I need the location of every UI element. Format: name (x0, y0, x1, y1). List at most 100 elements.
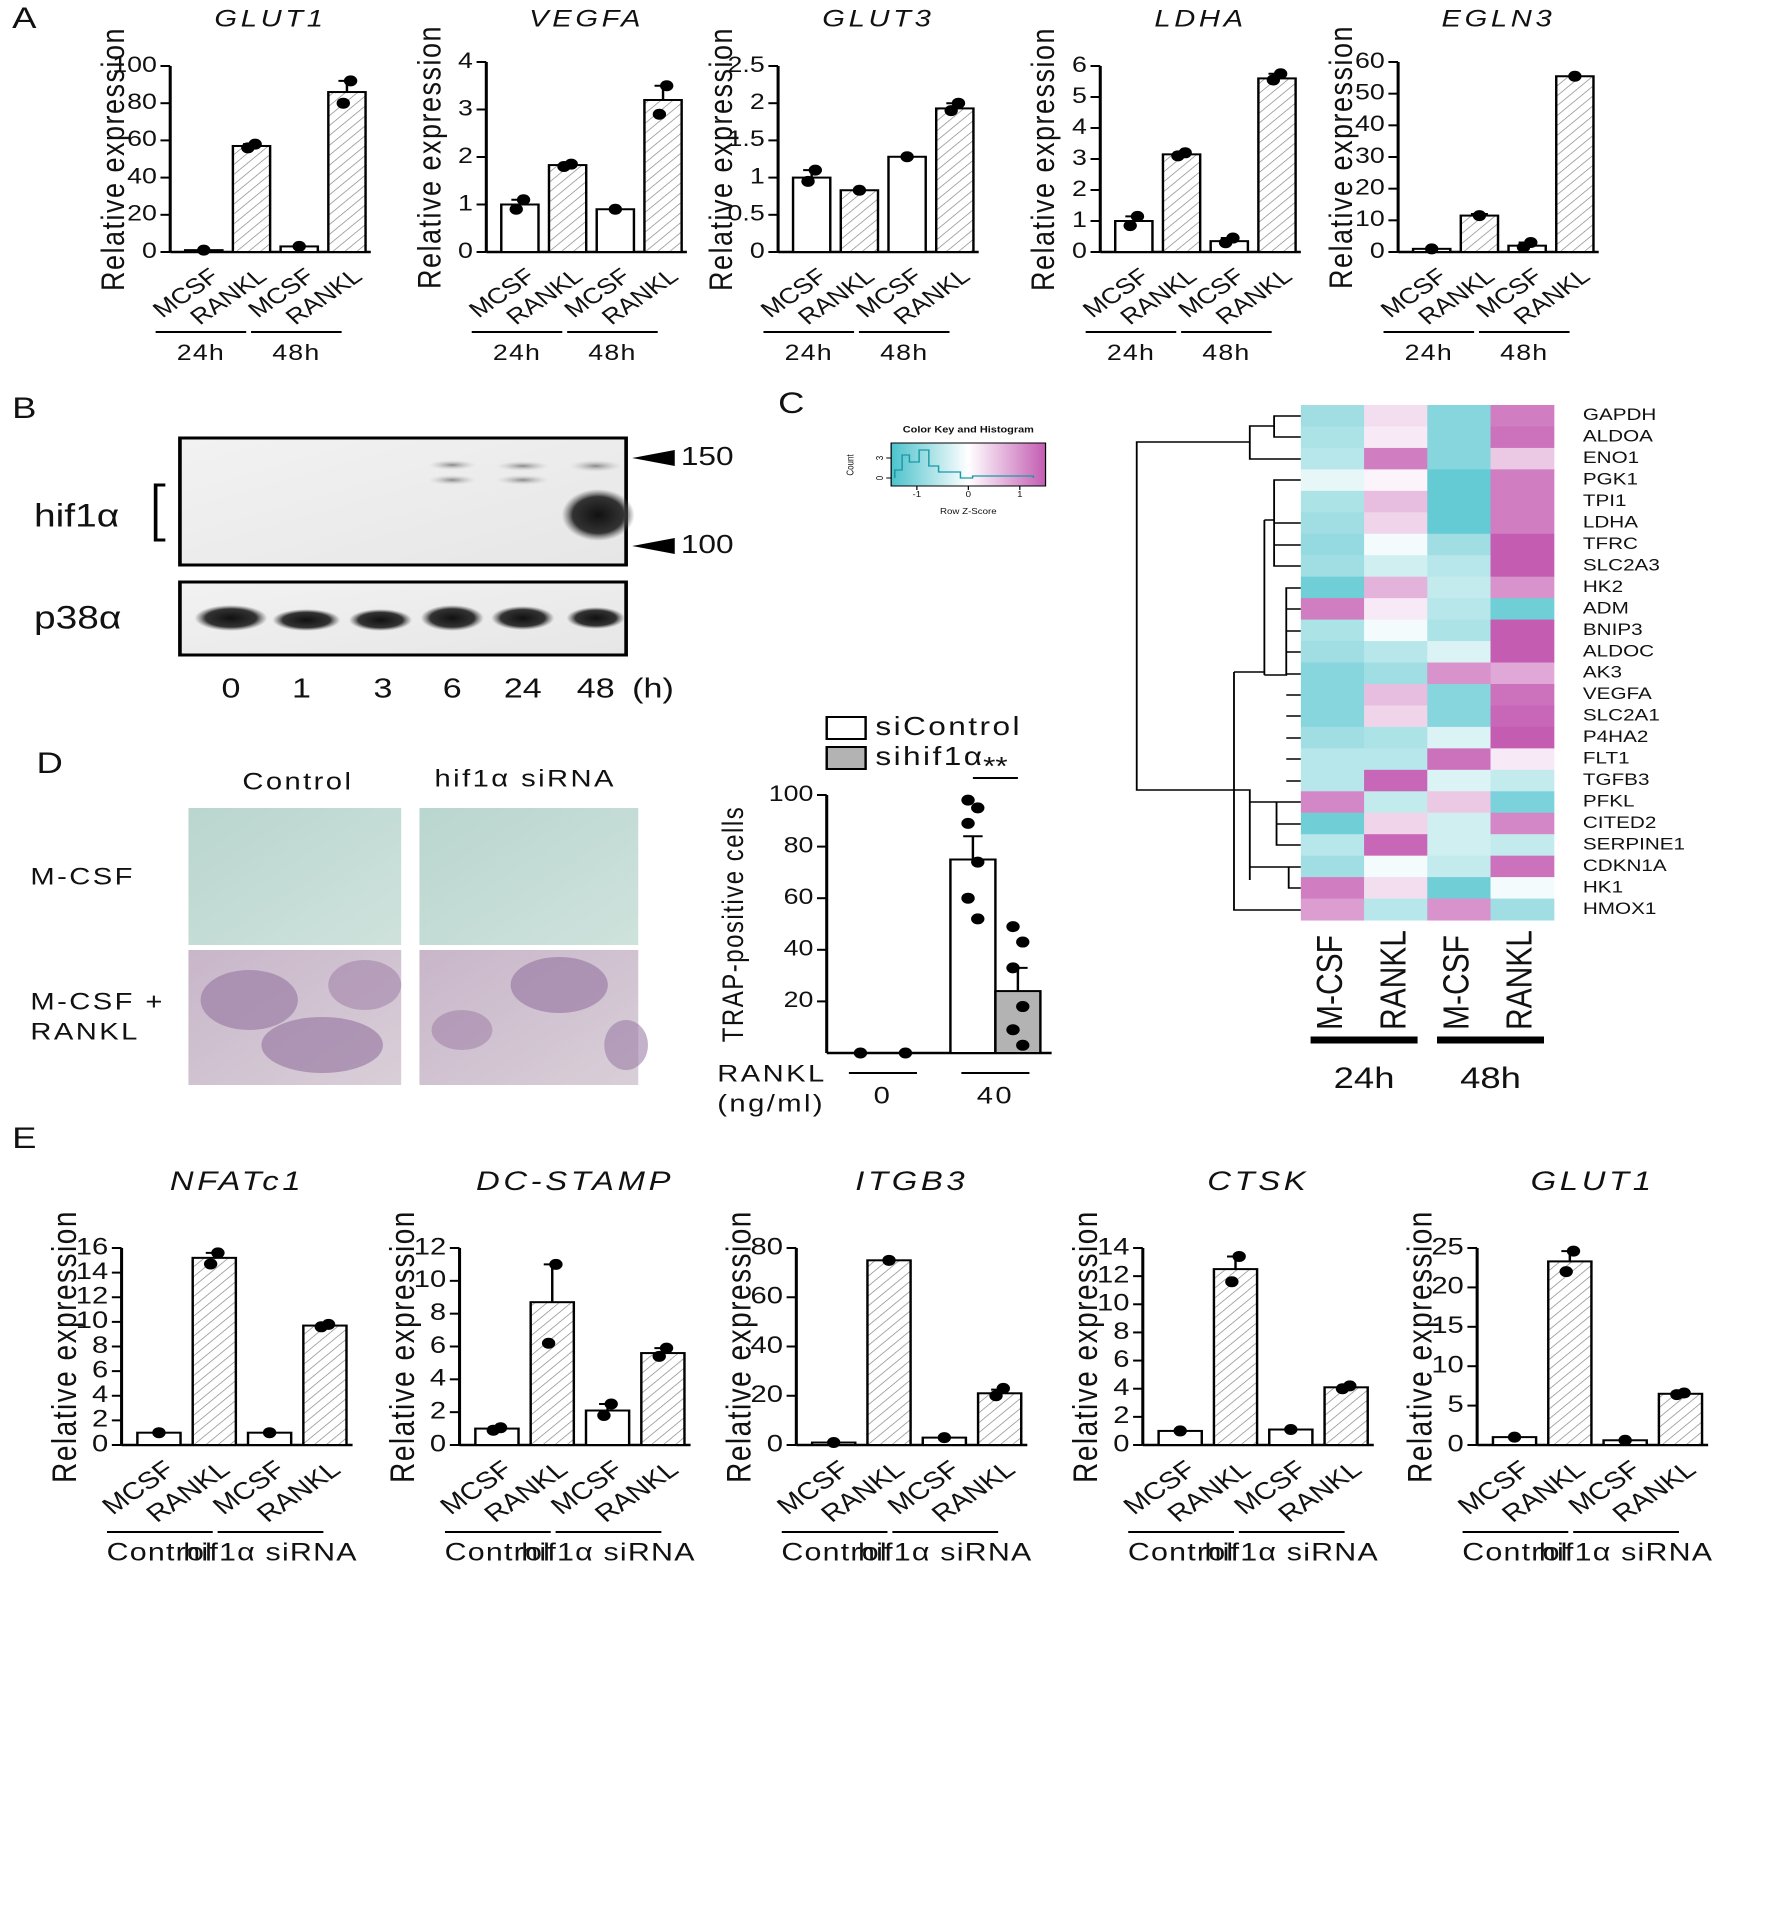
bar (949, 858, 997, 1054)
y-tick-label: 0 (767, 1430, 783, 1457)
y-axis-label: Relative expression (412, 25, 448, 289)
error-bar (543, 1263, 561, 1303)
data-point (336, 97, 350, 109)
y-tick-label: 2 (1113, 1402, 1129, 1429)
data-point (898, 1047, 913, 1059)
heatmap-cell (1364, 812, 1428, 835)
bar (643, 99, 683, 253)
group-label: Control (1462, 1538, 1568, 1566)
heatmap-cell (1364, 469, 1428, 492)
column-label: RANKL (1374, 930, 1414, 1030)
heatmap-cell (1490, 447, 1555, 470)
group-label: hif1α siRNA (183, 1538, 357, 1566)
heatmap-cell (1364, 877, 1428, 900)
heatmap-cell (1364, 426, 1428, 449)
bracket (153, 483, 166, 542)
row-label: SLC2A3 (1583, 556, 1660, 575)
group-label: 48h (1500, 341, 1548, 365)
row-label: CDKN1A (1583, 857, 1667, 876)
lane-label: 6 (443, 672, 462, 703)
y-tick-label: 0 (92, 1430, 108, 1457)
y-tick-label: 0 (458, 239, 473, 263)
bar (595, 208, 636, 253)
y-tick-label: 10 (1097, 1289, 1129, 1316)
data-point (604, 1398, 618, 1410)
y-tick-label: 0 (142, 239, 157, 263)
micrograph (419, 808, 639, 945)
row-label: VEGFA (1583, 685, 1652, 704)
y-tick-label: 40 (127, 165, 157, 189)
y-tick-label: 100 (112, 53, 157, 77)
heatmap-cell (1300, 769, 1365, 792)
y-axis-label: Relative expression (1026, 27, 1062, 291)
data-point (827, 1437, 841, 1449)
y-tick-label: 4 (92, 1381, 108, 1408)
data-point (1568, 70, 1582, 82)
heatmap-cell (1364, 512, 1428, 535)
y-tick-label: 2.5 (728, 53, 765, 77)
group-label: 24h (1107, 341, 1155, 365)
data-point (1273, 68, 1288, 80)
heatmap-cell (1300, 877, 1365, 900)
y-tick-label: 40 (784, 937, 814, 961)
y-tick-label: 60 (1355, 49, 1385, 73)
heatmap-cell (1427, 812, 1492, 835)
y-tick-label: 50 (1355, 81, 1385, 105)
row-label: ADM (1583, 599, 1629, 618)
x-tick-label: 40 (977, 1082, 1014, 1109)
heatmap-cell (1364, 576, 1428, 599)
group-label: hif1α siRNA (1205, 1538, 1379, 1566)
heatmap-cell (1427, 426, 1492, 449)
data-point (541, 1337, 556, 1349)
heatmap-cell (1427, 619, 1492, 642)
heatmap-cell (1490, 683, 1555, 706)
heatmap-cell (1427, 748, 1492, 771)
y-tick-label: 0 (1113, 1430, 1129, 1457)
y-tick-label: 4 (1072, 115, 1087, 139)
y-tick-label: 6 (92, 1356, 108, 1383)
group-label: hif1α siRNA (1539, 1538, 1713, 1566)
y-axis-label: TRAP-positive cells (717, 806, 750, 1042)
heatmap-cell (1300, 726, 1365, 749)
y-tick-label: 8 (92, 1331, 108, 1358)
data-point (262, 1427, 277, 1439)
heatmap-cell (1300, 834, 1365, 857)
y-axis-label: Relative expression (704, 27, 740, 291)
data-point (1006, 1024, 1020, 1036)
y-tick-label: 3 (1072, 146, 1087, 170)
heatmap-cell (1300, 469, 1365, 492)
heatmap-cell (1490, 598, 1555, 621)
row-label: M-CSF + (30, 988, 164, 1015)
y-tick-label: 0 (430, 1430, 446, 1457)
heatmap-cell (1427, 683, 1492, 706)
row-label: FLT1 (1583, 749, 1630, 768)
key-title: Color Key and Histogram (903, 425, 1034, 435)
heatmap-cell (1300, 641, 1365, 664)
data-point (1016, 1001, 1030, 1013)
data-point (1225, 1276, 1239, 1288)
band (427, 460, 477, 470)
column-label: hif1α siRNA (435, 765, 616, 792)
heatmap-cell (1490, 834, 1555, 857)
x-axis-label: RANKL (717, 1060, 826, 1087)
bar (839, 189, 880, 253)
y-tick-label: 20 (127, 202, 157, 226)
heatmap-cell (1300, 598, 1365, 621)
panel-label: B (12, 392, 36, 425)
heatmap-cell (1427, 490, 1492, 513)
row-label: ENO1 (1583, 449, 1639, 468)
data-point (203, 1258, 218, 1270)
y-tick-label: 0.5 (728, 202, 765, 226)
data-point (900, 151, 914, 163)
chart-title: NFATc1 (170, 1167, 304, 1197)
data-point (1524, 237, 1538, 248)
heatmap-cell (1300, 576, 1365, 599)
data-point (152, 1427, 166, 1439)
bar (302, 1324, 348, 1446)
heatmap-cell (1300, 705, 1365, 728)
data-point (1425, 243, 1439, 255)
y-axis-label: Relative expression (1324, 25, 1360, 289)
bar (976, 1392, 1023, 1446)
y-tick-label: 100 (769, 782, 814, 806)
y-tick-label: 10 (76, 1307, 108, 1334)
